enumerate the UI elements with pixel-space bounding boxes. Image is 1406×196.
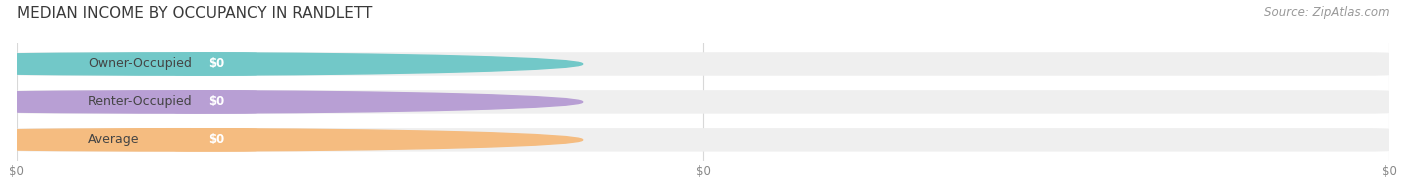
Text: MEDIAN INCOME BY OCCUPANCY IN RANDLETT: MEDIAN INCOME BY OCCUPANCY IN RANDLETT	[17, 6, 373, 21]
Text: Average: Average	[89, 133, 139, 146]
Text: $0: $0	[208, 57, 224, 71]
FancyBboxPatch shape	[17, 52, 1389, 76]
Circle shape	[0, 129, 582, 151]
Circle shape	[0, 91, 582, 113]
FancyBboxPatch shape	[174, 128, 257, 152]
Text: Renter-Occupied: Renter-Occupied	[89, 95, 193, 108]
FancyBboxPatch shape	[174, 52, 257, 76]
FancyBboxPatch shape	[17, 90, 1389, 114]
Text: Source: ZipAtlas.com: Source: ZipAtlas.com	[1264, 6, 1389, 19]
Circle shape	[0, 53, 582, 75]
FancyBboxPatch shape	[17, 128, 1389, 152]
Text: $0: $0	[208, 133, 224, 146]
Text: $0: $0	[208, 95, 224, 108]
FancyBboxPatch shape	[174, 90, 257, 114]
Text: Owner-Occupied: Owner-Occupied	[89, 57, 193, 71]
